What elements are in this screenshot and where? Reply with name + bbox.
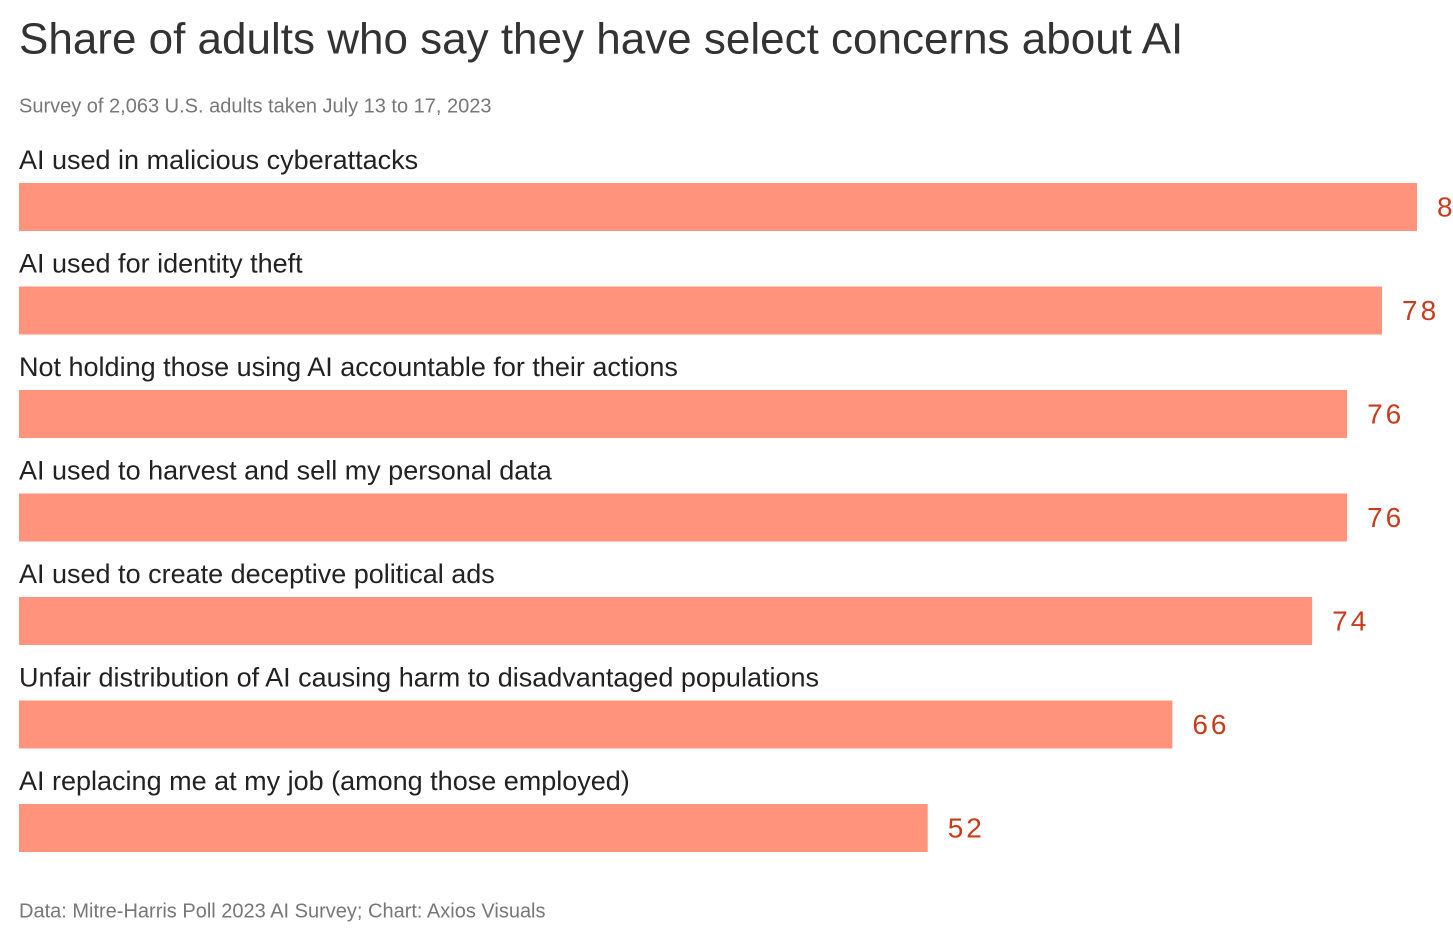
bar (19, 493, 1348, 542)
bar (19, 700, 1173, 749)
value-label: 74 (1332, 605, 1369, 636)
bar (19, 597, 1313, 645)
bar (19, 286, 1383, 335)
category-label: Unfair distribution of AI causing harm t… (19, 663, 819, 693)
value-label: 80 (1437, 191, 1453, 222)
category-label: AI replacing me at my job (among those e… (19, 766, 630, 796)
category-label: AI used in malicious cyberattacks (19, 145, 418, 175)
category-label: AI used to harvest and sell my personal … (19, 456, 553, 486)
category-label: AI used for identity theft (19, 249, 303, 279)
chart-source: Data: Mitre-Harris Poll 2023 AI Survey; … (19, 900, 546, 922)
category-label: Not holding those using AI accountable f… (19, 352, 678, 382)
bar (19, 183, 1417, 231)
category-label: AI used to create deceptive political ad… (19, 559, 495, 589)
value-label: 76 (1367, 502, 1404, 533)
value-label: 78 (1402, 295, 1439, 326)
value-label: 76 (1367, 398, 1404, 429)
chart-title: Share of adults who say they have select… (19, 15, 1183, 64)
value-label: 52 (948, 812, 985, 843)
value-label: 66 (1192, 709, 1229, 740)
bar (19, 390, 1348, 438)
bar (19, 804, 928, 852)
chart-subtitle: Survey of 2,063 U.S. adults taken July 1… (19, 95, 492, 117)
